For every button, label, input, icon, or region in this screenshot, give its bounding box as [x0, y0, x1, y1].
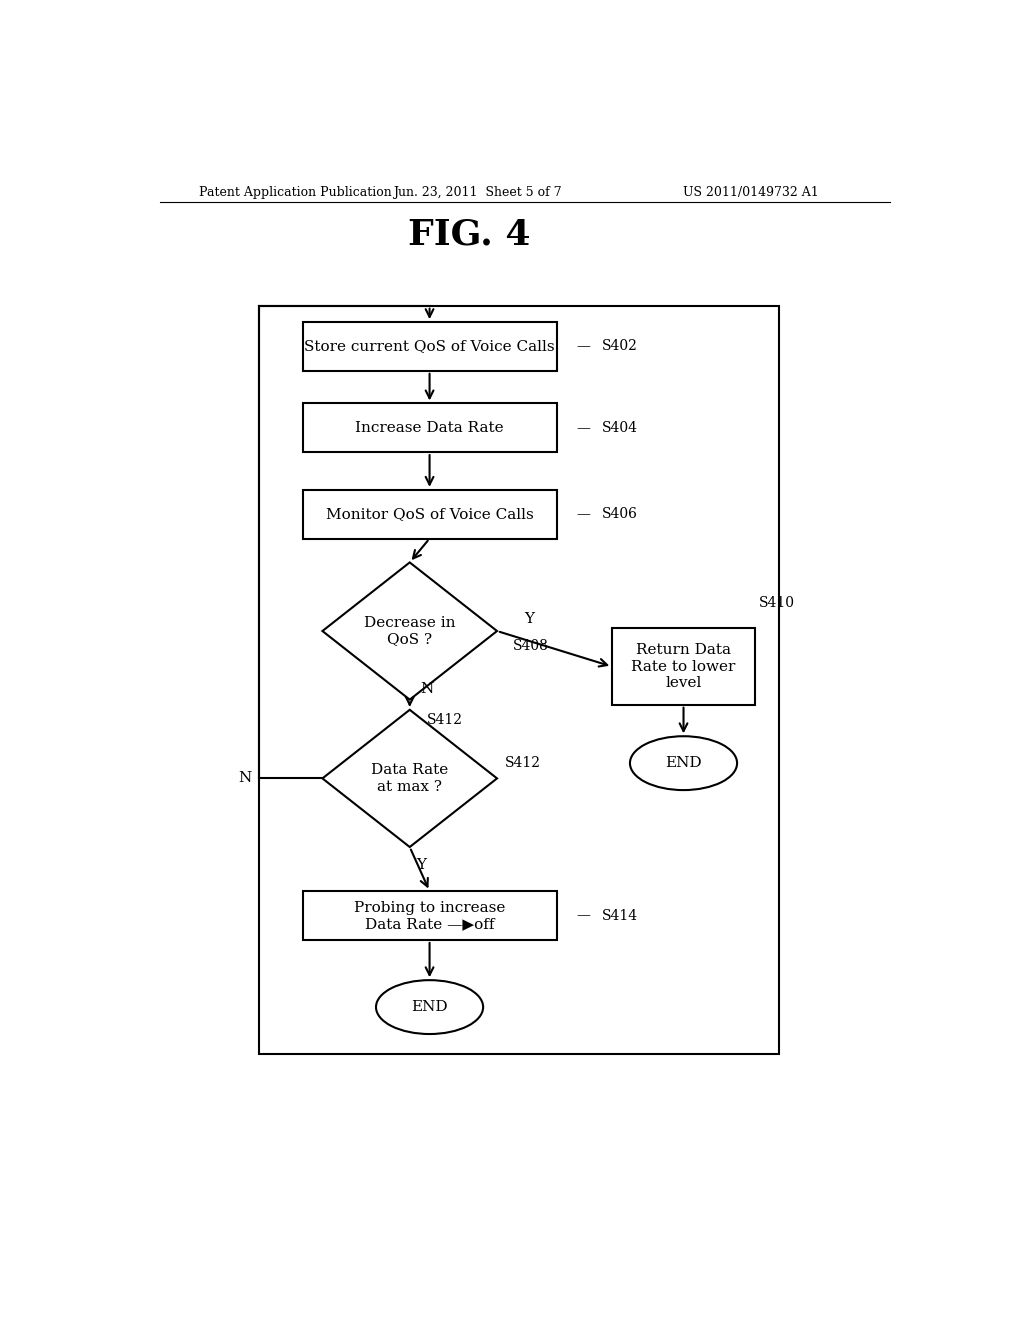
Text: US 2011/0149732 A1: US 2011/0149732 A1 — [683, 186, 818, 199]
Text: END: END — [666, 756, 701, 770]
Text: S408: S408 — [513, 639, 549, 653]
Text: S412: S412 — [505, 756, 541, 770]
Text: S406: S406 — [602, 507, 638, 521]
FancyBboxPatch shape — [612, 628, 755, 705]
Text: —: — — [577, 339, 590, 354]
Text: END: END — [412, 1001, 447, 1014]
Polygon shape — [323, 710, 497, 847]
Text: FIG. 4: FIG. 4 — [408, 218, 530, 252]
Ellipse shape — [630, 737, 737, 791]
Text: Decrease in
QoS ?: Decrease in QoS ? — [364, 616, 456, 645]
Text: Monitor QoS of Voice Calls: Monitor QoS of Voice Calls — [326, 507, 534, 521]
Text: S402: S402 — [602, 339, 638, 354]
FancyBboxPatch shape — [303, 490, 557, 539]
Text: S404: S404 — [602, 421, 638, 434]
Text: Return Data
Rate to lower
level: Return Data Rate to lower level — [632, 643, 735, 690]
Text: Patent Application Publication: Patent Application Publication — [200, 186, 392, 199]
FancyBboxPatch shape — [303, 404, 557, 453]
FancyBboxPatch shape — [303, 891, 557, 940]
Text: —: — — [577, 507, 590, 521]
Text: Probing to increase
Data Rate —▶off: Probing to increase Data Rate —▶off — [354, 900, 505, 931]
Text: Increase Data Rate: Increase Data Rate — [355, 421, 504, 434]
Text: Data Rate
at max ?: Data Rate at max ? — [371, 763, 449, 793]
Text: N: N — [421, 682, 434, 697]
Text: Y: Y — [523, 612, 534, 626]
FancyBboxPatch shape — [303, 322, 557, 371]
Text: N: N — [238, 771, 251, 785]
Text: S412: S412 — [427, 713, 463, 727]
Polygon shape — [323, 562, 497, 700]
Text: Store current QoS of Voice Calls: Store current QoS of Voice Calls — [304, 339, 555, 354]
Text: —: — — [577, 908, 590, 923]
Text: S414: S414 — [602, 908, 638, 923]
Text: —: — — [577, 421, 590, 434]
Text: Y: Y — [417, 858, 427, 873]
Text: S410: S410 — [759, 597, 795, 610]
Ellipse shape — [376, 981, 483, 1034]
Text: Jun. 23, 2011  Sheet 5 of 7: Jun. 23, 2011 Sheet 5 of 7 — [393, 186, 561, 199]
